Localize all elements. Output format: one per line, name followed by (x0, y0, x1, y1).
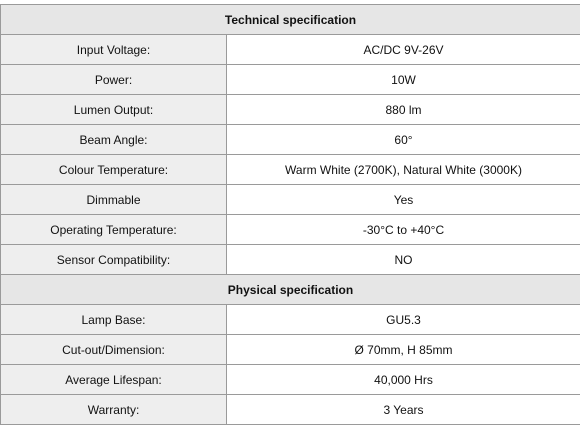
spec-value: Yes (226, 184, 580, 215)
spec-row-power: Power: 10W (0, 64, 580, 95)
spec-label: Lamp Base: (0, 304, 227, 335)
section-title: Technical specification (0, 4, 580, 35)
section-header-physical: Physical specification (0, 274, 580, 305)
spec-row-average-lifespan: Average Lifespan: 40,000 Hrs (0, 364, 580, 395)
spec-value: -30°C to +40°C (226, 214, 580, 245)
spec-value: GU5.3 (226, 304, 580, 335)
spec-label: Input Voltage: (0, 34, 227, 65)
spec-row-input-voltage: Input Voltage: AC/DC 9V-26V (0, 34, 580, 65)
section-title: Physical specification (0, 274, 580, 305)
spec-label: Average Lifespan: (0, 364, 227, 395)
spec-row-beam-angle: Beam Angle: 60° (0, 124, 580, 155)
spec-label: Lumen Output: (0, 94, 227, 125)
spec-value: 10W (226, 64, 580, 95)
spec-row-sensor-compatibility: Sensor Compatibility: NO (0, 244, 580, 275)
spec-table: Technical specification Input Voltage: A… (0, 4, 580, 425)
spec-row-lamp-base: Lamp Base: GU5.3 (0, 304, 580, 335)
spec-row-lumen-output: Lumen Output: 880 lm (0, 94, 580, 125)
spec-row-cutout-dimension: Cut-out/Dimension: Ø 70mm, H 85mm (0, 334, 580, 365)
spec-label: Operating Temperature: (0, 214, 227, 245)
spec-value: 3 Years (226, 394, 580, 425)
spec-value: 40,000 Hrs (226, 364, 580, 395)
spec-row-operating-temperature: Operating Temperature: -30°C to +40°C (0, 214, 580, 245)
spec-value: Warm White (2700K), Natural White (3000K… (226, 154, 580, 185)
spec-label: Cut-out/Dimension: (0, 334, 227, 365)
spec-label: Warranty: (0, 394, 227, 425)
spec-value: NO (226, 244, 580, 275)
spec-value: 60° (226, 124, 580, 155)
spec-value: 880 lm (226, 94, 580, 125)
spec-label: Beam Angle: (0, 124, 227, 155)
spec-row-warranty: Warranty: 3 Years (0, 394, 580, 425)
spec-row-dimmable: Dimmable Yes (0, 184, 580, 215)
spec-row-colour-temperature: Colour Temperature: Warm White (2700K), … (0, 154, 580, 185)
spec-label: Colour Temperature: (0, 154, 227, 185)
spec-value: Ø 70mm, H 85mm (226, 334, 580, 365)
section-header-technical: Technical specification (0, 4, 580, 35)
spec-label: Power: (0, 64, 227, 95)
spec-label: Sensor Compatibility: (0, 244, 227, 275)
spec-value: AC/DC 9V-26V (226, 34, 580, 65)
spec-label: Dimmable (0, 184, 227, 215)
